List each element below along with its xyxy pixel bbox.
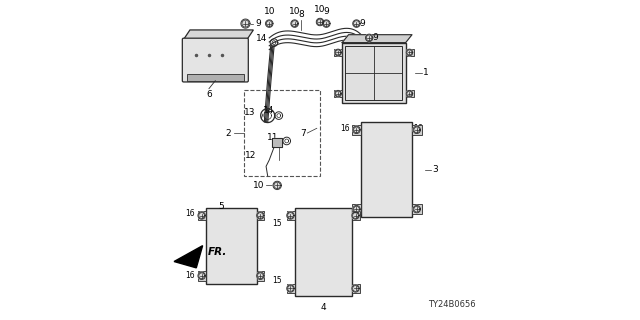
- FancyBboxPatch shape: [206, 208, 257, 284]
- Text: 10: 10: [253, 181, 264, 190]
- Text: 16: 16: [185, 209, 195, 219]
- Polygon shape: [406, 91, 413, 97]
- Text: 7: 7: [300, 129, 306, 138]
- FancyBboxPatch shape: [187, 74, 244, 81]
- FancyBboxPatch shape: [352, 211, 360, 220]
- Polygon shape: [198, 272, 205, 279]
- FancyBboxPatch shape: [352, 284, 360, 293]
- Text: 16: 16: [413, 205, 423, 214]
- Polygon shape: [413, 205, 420, 213]
- Text: 16: 16: [185, 271, 195, 280]
- Text: 12: 12: [245, 151, 257, 160]
- FancyBboxPatch shape: [182, 38, 248, 82]
- Polygon shape: [335, 49, 341, 56]
- Polygon shape: [406, 49, 413, 56]
- Text: 1: 1: [423, 68, 429, 77]
- FancyBboxPatch shape: [257, 271, 264, 281]
- FancyBboxPatch shape: [334, 49, 342, 56]
- Text: 14: 14: [256, 34, 268, 43]
- FancyBboxPatch shape: [352, 204, 361, 214]
- Polygon shape: [287, 212, 294, 219]
- Polygon shape: [287, 285, 294, 292]
- Polygon shape: [352, 285, 359, 292]
- Text: TY24B0656: TY24B0656: [428, 300, 476, 309]
- Text: 9: 9: [255, 19, 260, 28]
- Polygon shape: [335, 91, 341, 97]
- Text: 14: 14: [262, 106, 274, 115]
- Text: 2: 2: [225, 129, 231, 138]
- Polygon shape: [266, 20, 273, 27]
- Polygon shape: [323, 20, 330, 27]
- FancyBboxPatch shape: [412, 204, 422, 214]
- FancyBboxPatch shape: [294, 208, 352, 296]
- Text: 10: 10: [289, 7, 300, 16]
- Text: 9: 9: [372, 33, 378, 42]
- Polygon shape: [198, 212, 205, 219]
- FancyBboxPatch shape: [198, 211, 206, 220]
- FancyBboxPatch shape: [257, 211, 264, 220]
- Polygon shape: [365, 34, 373, 42]
- Text: 13: 13: [243, 108, 255, 117]
- Text: 16: 16: [340, 124, 350, 133]
- FancyBboxPatch shape: [361, 122, 412, 217]
- FancyBboxPatch shape: [198, 271, 206, 281]
- Text: 8: 8: [298, 10, 304, 19]
- FancyBboxPatch shape: [412, 125, 422, 135]
- Text: 10: 10: [314, 5, 326, 14]
- Text: FR.: FR.: [207, 247, 227, 257]
- Polygon shape: [273, 181, 282, 189]
- Text: 15: 15: [272, 219, 282, 228]
- Text: 6: 6: [206, 90, 212, 99]
- Text: 15: 15: [272, 276, 282, 285]
- FancyBboxPatch shape: [334, 90, 342, 97]
- Text: 5: 5: [218, 202, 224, 211]
- Text: 4: 4: [321, 303, 326, 312]
- Polygon shape: [241, 19, 250, 28]
- Text: 9: 9: [360, 19, 365, 28]
- Polygon shape: [342, 35, 412, 43]
- Polygon shape: [174, 246, 203, 268]
- FancyBboxPatch shape: [287, 284, 294, 293]
- Polygon shape: [352, 212, 359, 219]
- Text: 10: 10: [264, 7, 275, 16]
- Polygon shape: [413, 126, 420, 133]
- Polygon shape: [353, 126, 360, 133]
- Polygon shape: [316, 18, 324, 26]
- Text: 16: 16: [413, 124, 423, 133]
- FancyBboxPatch shape: [287, 211, 294, 220]
- FancyBboxPatch shape: [406, 90, 413, 97]
- Polygon shape: [257, 212, 264, 219]
- Polygon shape: [353, 205, 360, 213]
- Polygon shape: [353, 20, 360, 27]
- Polygon shape: [184, 30, 253, 39]
- Polygon shape: [291, 20, 298, 27]
- Text: 9: 9: [323, 7, 329, 16]
- FancyBboxPatch shape: [406, 49, 413, 56]
- Polygon shape: [257, 272, 264, 279]
- Text: 11: 11: [268, 133, 279, 142]
- Text: 3: 3: [433, 165, 438, 174]
- Polygon shape: [273, 138, 282, 147]
- FancyBboxPatch shape: [342, 43, 406, 103]
- FancyBboxPatch shape: [352, 125, 361, 135]
